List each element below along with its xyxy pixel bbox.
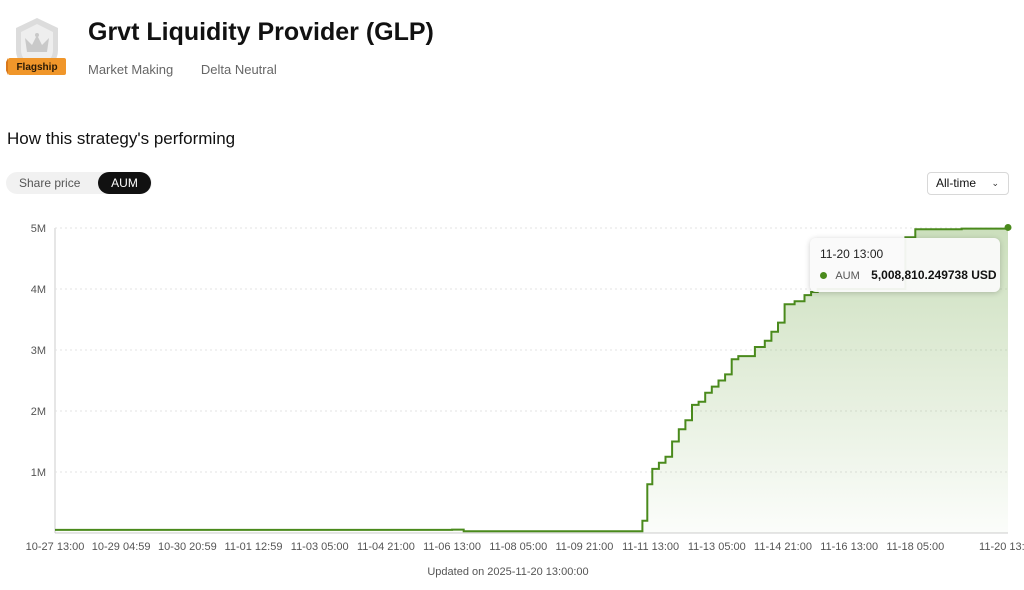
aum-last-point [1004, 223, 1012, 231]
tag-market-making: Market Making [88, 62, 174, 77]
share-price-tab[interactable]: Share price [19, 176, 81, 190]
flagship-badge-label: Flagship [16, 62, 57, 73]
x-tick-label: 10-29 04:59 [92, 541, 151, 553]
tooltip-value: 5,008,810.249738 USD [871, 268, 997, 282]
strategy-tags: Market Making Delta Neutral [88, 62, 301, 77]
chart-tooltip: 11-20 13:00 AUM 5,008,810.249738 USD [810, 238, 1000, 292]
chevron-down-icon: ⌄ [991, 178, 999, 188]
y-tick-label: 2M [31, 406, 46, 418]
y-tick-label: 3M [31, 345, 46, 357]
x-tick-label: 11-03 05:00 [291, 541, 349, 553]
x-tick-label: 11-09 21:00 [555, 541, 613, 553]
flagship-logo: Flagship [4, 16, 68, 78]
tag-delta-neutral: Delta Neutral [200, 62, 277, 77]
y-tick-label: 1M [31, 467, 46, 479]
aum-area [55, 227, 1008, 533]
section-title: How this strategy's performing [7, 129, 236, 148]
page-title: Grvt Liquidity Provider (GLP) [88, 18, 434, 46]
aum-chart: 1M 2M 3M 4M 5M 10-27 13:00 10-29 04:59 10-30 2… [26, 223, 1024, 553]
x-tick-label: 11-20 13:00 [979, 541, 1024, 553]
x-tick-label: 11-11 13:00 [622, 541, 679, 553]
x-tick-label: 11-18 05:00 [886, 541, 944, 553]
x-tick-label: 11-16 13:00 [820, 541, 878, 553]
aum-tab[interactable]: AUM [98, 172, 151, 194]
series-dot [820, 272, 827, 280]
y-tick-label: 5M [31, 223, 46, 235]
x-tick-label: 10-30 20:59 [158, 541, 217, 553]
x-tick-label: 11-13 05:00 [688, 541, 746, 553]
metric-toggle: Share price AUM [6, 172, 152, 194]
aum-line [55, 227, 1009, 533]
tooltip-series-name: AUM [835, 270, 860, 282]
tooltip-date: 11-20 13:00 [820, 247, 884, 261]
x-tick-label: 11-01 12:59 [225, 541, 283, 553]
x-tick-label: 11-08 05:00 [489, 541, 547, 553]
y-tick-label: 4M [31, 284, 46, 296]
x-tick-label: 11-04 21:00 [357, 541, 415, 553]
updated-timestamp: Updated on 2025-11-20 13:00:00 [427, 566, 589, 578]
time-range-select[interactable]: All-time ⌄ [927, 172, 1009, 195]
time-range-value: All-time [936, 176, 977, 190]
x-tick-label: 10-27 13:00 [26, 541, 85, 553]
x-tick-label: 11-14 21:00 [754, 541, 812, 553]
x-tick-label: 11-06 13:00 [423, 541, 481, 553]
